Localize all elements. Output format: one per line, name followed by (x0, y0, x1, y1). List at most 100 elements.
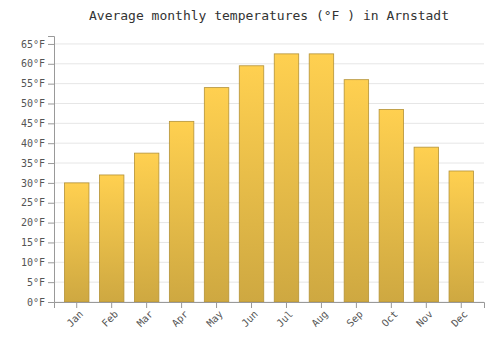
bars (64, 54, 473, 302)
y-tick: 60°F (21, 58, 54, 69)
grid-line (54, 143, 484, 144)
x-tick-mark (321, 302, 322, 308)
bar (134, 153, 158, 302)
x-tick: Oct (379, 302, 400, 329)
y-tick-label: 55°F (21, 78, 45, 89)
y-tick: 20°F (21, 217, 54, 228)
x-tick-mark (391, 302, 392, 308)
x-tick: May (204, 302, 225, 329)
y-tick: 35°F (21, 158, 54, 169)
x-tick-mark (216, 302, 217, 308)
x-tick: Sep (344, 302, 365, 329)
y-tick-mark (48, 143, 54, 144)
x-tick-label: Jan (65, 308, 86, 329)
x-tick: Apr (170, 302, 191, 329)
y-tick-label: 35°F (21, 158, 45, 169)
x-tick-label: Sep (344, 308, 365, 329)
x-tick-label: Mar (135, 308, 156, 329)
y-tick-mark (48, 302, 54, 303)
y-tick: 30°F (21, 178, 54, 189)
x-tick: Nov (414, 302, 435, 329)
y-tick-mark (48, 163, 54, 164)
title: Average monthly temperatures (°F ) in Ar… (89, 8, 449, 23)
bar (204, 88, 228, 302)
y-tick-mark (48, 64, 54, 65)
grid-line (54, 83, 484, 84)
bar (309, 54, 333, 302)
x-tick-label: Dec (449, 308, 470, 329)
bar (169, 121, 193, 302)
grid-line (54, 63, 484, 64)
x-tick: Jan (65, 302, 86, 329)
bar (449, 171, 473, 302)
y-tick: 55°F (21, 78, 54, 89)
x-tick: Dec (449, 302, 470, 329)
y-tick-label: 45°F (21, 118, 45, 129)
x-tick: Feb (100, 302, 121, 329)
plot: 0°F 5°F 10°F 15°F 20°F 25°F 30°F 35°F 40°F 45°F 50… (21, 37, 485, 329)
y-tick: 65°F (21, 39, 54, 50)
y-tick-mark (48, 242, 54, 243)
y-tick: 0°F (27, 297, 54, 308)
y-tick: 10°F (21, 257, 54, 268)
chart: 0°F 5°F 10°F 15°F 20°F 25°F 30°F 35°F 40°F 45°F 50… (0, 0, 500, 350)
y-axis-line (48, 37, 55, 303)
y-tick-mark (48, 223, 54, 224)
y-tick-label: 30°F (21, 178, 45, 189)
x-tick: Jun (239, 302, 260, 329)
y-tick: 40°F (21, 138, 54, 149)
y-tick-label: 60°F (21, 58, 45, 69)
y-tick-mark (48, 123, 54, 124)
y-tick: 5°F (27, 277, 54, 288)
x-tick: Aug (309, 302, 330, 329)
bar (274, 54, 298, 302)
y-tick: 15°F (21, 237, 54, 248)
y-tick-label: 40°F (21, 138, 45, 149)
y-tick-mark (48, 282, 54, 283)
x-tick-mark (76, 302, 77, 308)
y-tick-label: 0°F (27, 297, 45, 308)
x-tick-label: Nov (414, 308, 435, 329)
grid-line (54, 43, 484, 44)
x-tick: Mar (135, 302, 156, 329)
y-tick: 45°F (21, 118, 54, 129)
y-tick-mark (48, 103, 54, 104)
y-tick-mark (48, 84, 54, 85)
y-tick-label: 15°F (21, 237, 45, 248)
y-tick-label: 20°F (21, 217, 45, 228)
bar (239, 66, 263, 302)
x-tick-label: Aug (309, 308, 330, 329)
grid-line (54, 123, 484, 124)
x-tick-mark (356, 302, 357, 308)
bar (414, 147, 438, 302)
y-tick-mark (48, 183, 54, 184)
x-axis-line (55, 303, 485, 309)
x-tick-label: Jul (274, 308, 295, 329)
bar (379, 109, 403, 302)
y-tick: 50°F (21, 98, 54, 109)
x-axis: Jan Feb Mar Apr May Jun Jul Aug Sep Oct Nov Dec (55, 302, 485, 329)
bar (344, 80, 368, 302)
x-tick-mark (461, 302, 462, 308)
x-tick-mark (251, 302, 252, 308)
y-tick-label: 25°F (21, 197, 45, 208)
x-tick-label: Feb (100, 308, 121, 329)
y-tick-label: 10°F (21, 257, 45, 268)
x-tick-mark (286, 302, 287, 308)
grid-line (54, 103, 484, 104)
bar (64, 183, 88, 302)
y-tick-label: 50°F (21, 98, 45, 109)
x-tick-mark (111, 302, 112, 308)
x-tick-label: Apr (170, 308, 191, 329)
x-tick-mark (181, 302, 182, 308)
bar (99, 175, 123, 302)
y-tick-mark (48, 262, 54, 263)
x-tick-mark (146, 302, 147, 308)
y-tick-mark (48, 203, 54, 204)
y-axis: 0°F 5°F 10°F 15°F 20°F 25°F 30°F 35°F 40°F 45°F 50… (21, 37, 55, 308)
y-tick-label: 5°F (27, 277, 45, 288)
x-tick-label: Jun (239, 308, 260, 329)
y-tick-label: 65°F (21, 39, 45, 50)
x-tick: Jul (274, 302, 295, 329)
x-tick-label: Oct (379, 308, 400, 329)
